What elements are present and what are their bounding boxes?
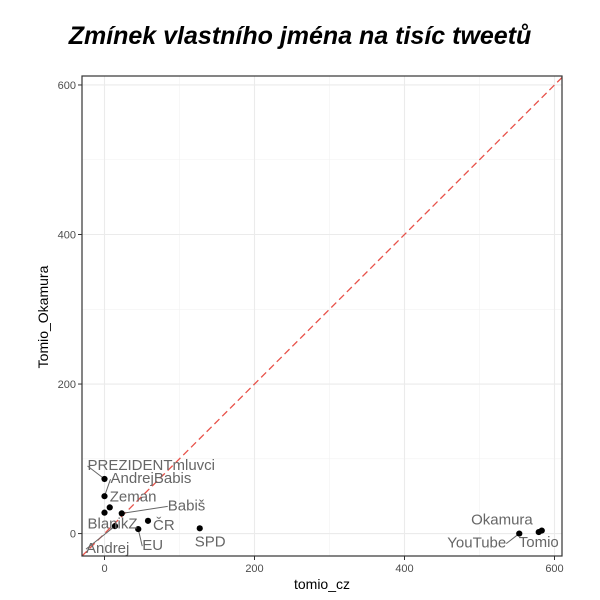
data-point-blanikz [101, 509, 108, 516]
x-tick-label: 0 [101, 563, 107, 575]
y-tick-label: 400 [58, 230, 76, 242]
y-axis-label: Tomio_Okamura [35, 265, 51, 368]
panel-border [81, 75, 563, 557]
data-point-spd [196, 525, 203, 532]
data-point-cr [144, 517, 152, 524]
point-label-prezidentmluvci: PREZIDENTmluvci [88, 457, 216, 474]
point-label-spd: SPD [195, 533, 226, 550]
point-label-eu: EU [142, 537, 163, 554]
data-point-eu [135, 525, 142, 533]
x-axis-label: tomio_cz [294, 576, 350, 592]
point-label-tomio: Tomio [519, 534, 559, 551]
x-tick-label: 400 [395, 563, 413, 575]
label-connector-prezidentmluvci [87, 465, 105, 480]
point-label-cr: ČR [153, 517, 175, 534]
data-point-prezidentmluvci [101, 475, 108, 483]
point-label-okamura: Okamura [471, 512, 533, 529]
y-tick-label: 0 [70, 529, 76, 541]
data-points [101, 475, 545, 537]
label-connector-andrej [85, 525, 116, 550]
data-point-youtube [516, 530, 523, 537]
point-label-andrej: Andrej [86, 540, 129, 557]
point-label-zeman: Zeman [110, 488, 157, 505]
point-label-blanikz: BlanikZ [88, 516, 138, 533]
axis-ticks: 0 200 400 600 0 200 400 600 [58, 80, 564, 575]
data-point-andrejbabis [101, 493, 108, 500]
y-tick-label: 600 [58, 80, 76, 92]
data-point-zeman [106, 504, 113, 511]
point-label-youtube: YouTube [447, 535, 506, 552]
x-tick-label: 600 [545, 563, 563, 575]
x-tick-label: 200 [245, 563, 263, 575]
point-label-babis: Babiš [168, 497, 206, 514]
reference-line-group [81, 77, 563, 557]
identity-reference-line [81, 77, 563, 557]
point-label-andrejbabis: AndrejBabis [111, 470, 192, 487]
label-connector-babis [121, 505, 168, 514]
data-point-tomio [535, 528, 542, 536]
data-point-andrej [111, 522, 119, 530]
data-point-babis [118, 510, 125, 517]
chart-title: Zmínek vlastního jména na tisíc tweetů [68, 22, 532, 50]
y-tick-label: 200 [58, 379, 76, 391]
label-connectors [85, 465, 520, 550]
